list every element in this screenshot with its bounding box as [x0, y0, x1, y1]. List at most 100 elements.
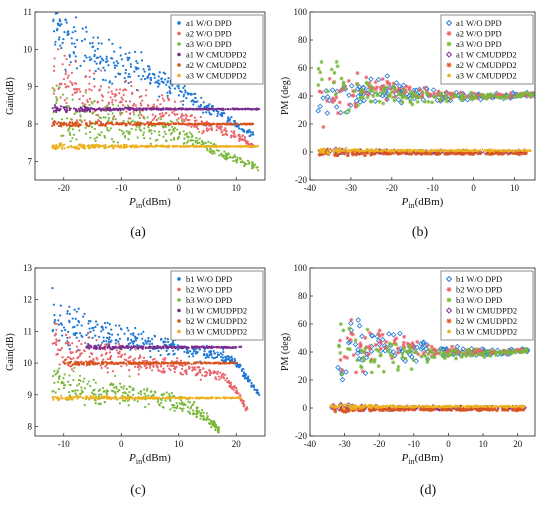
- data-point: [350, 94, 354, 98]
- data-point: [93, 379, 95, 381]
- data-point: [170, 108, 172, 110]
- data-point: [82, 28, 84, 30]
- data-point: [167, 95, 169, 97]
- data-point: [207, 123, 209, 125]
- data-point: [52, 122, 54, 124]
- data-point: [473, 149, 475, 151]
- data-point: [79, 91, 81, 93]
- legend-label: a1 W CMUDPD2: [456, 50, 517, 60]
- data-point: [76, 337, 78, 339]
- data-point: [104, 144, 106, 146]
- data-point: [152, 119, 154, 121]
- data-point: [137, 114, 139, 116]
- data-point: [148, 68, 150, 70]
- data-point: [78, 321, 80, 323]
- data-point: [397, 86, 401, 90]
- data-point: [65, 107, 67, 109]
- data-point: [213, 424, 215, 426]
- x-tick-label: 20: [232, 439, 242, 449]
- data-point: [127, 138, 129, 140]
- data-point: [439, 96, 443, 100]
- data-point: [72, 99, 74, 101]
- data-point: [152, 114, 154, 116]
- data-point: [167, 397, 169, 399]
- data-point: [325, 111, 329, 115]
- data-point: [114, 95, 116, 97]
- data-point: [106, 352, 108, 354]
- data-point: [71, 390, 73, 392]
- data-point: [117, 341, 119, 343]
- data-point: [159, 71, 161, 73]
- data-point: [96, 324, 98, 326]
- data-point: [120, 365, 122, 367]
- data-point: [256, 108, 258, 110]
- data-point: [104, 79, 106, 81]
- data-point: [112, 104, 114, 106]
- data-point: [205, 142, 207, 144]
- data-point: [210, 113, 212, 115]
- data-point: [102, 116, 104, 118]
- data-point: [133, 340, 135, 342]
- data-point: [127, 337, 129, 339]
- data-point: [426, 100, 430, 104]
- data-point: [218, 346, 220, 348]
- data-point: [224, 397, 226, 399]
- data-point: [98, 394, 100, 396]
- data-point: [350, 150, 352, 152]
- x-tick-label: -10: [427, 183, 439, 193]
- data-point: [422, 86, 426, 90]
- data-point: [201, 415, 203, 417]
- data-point: [144, 78, 146, 80]
- data-point: [58, 378, 60, 380]
- data-point: [191, 404, 193, 406]
- data-point: [54, 334, 56, 336]
- data-point: [85, 56, 87, 58]
- data-point: [141, 59, 143, 61]
- data-point: [134, 51, 136, 53]
- data-point: [210, 142, 212, 144]
- data-point: [381, 101, 385, 105]
- data-point: [347, 79, 351, 83]
- data-point: [75, 108, 77, 110]
- data-point: [70, 61, 72, 63]
- data-point: [179, 90, 181, 92]
- data-point: [140, 104, 142, 106]
- data-point: [181, 408, 183, 410]
- data-point: [177, 123, 179, 125]
- data-point: [372, 149, 374, 151]
- data-point: [206, 355, 208, 357]
- data-point: [53, 120, 55, 122]
- data-point: [72, 326, 74, 328]
- data-point: [140, 102, 142, 104]
- data-point: [326, 89, 330, 93]
- data-point: [162, 97, 164, 99]
- data-point: [83, 377, 85, 379]
- data-point: [257, 392, 259, 394]
- data-point: [241, 402, 243, 404]
- data-point: [123, 333, 125, 335]
- data-point: [112, 109, 114, 111]
- data-point: [137, 136, 139, 138]
- data-point: [244, 108, 246, 110]
- data-point: [142, 75, 144, 77]
- data-point: [158, 131, 160, 133]
- data-point: [146, 397, 148, 399]
- data-point: [71, 342, 73, 344]
- data-point: [229, 362, 231, 364]
- data-point: [138, 392, 140, 394]
- data-point: [191, 100, 193, 102]
- data-point: [108, 338, 110, 340]
- data-point: [236, 145, 238, 147]
- data-point: [73, 42, 75, 44]
- data-point: [120, 146, 122, 148]
- data-point: [53, 4, 55, 6]
- data-point: [185, 369, 187, 371]
- data-point: [60, 105, 62, 107]
- data-point: [216, 115, 218, 117]
- data-point: [156, 362, 158, 364]
- data-point: [218, 354, 220, 356]
- data-point: [212, 108, 214, 110]
- data-point: [116, 108, 118, 110]
- data-point: [178, 85, 180, 87]
- data-point: [125, 110, 127, 112]
